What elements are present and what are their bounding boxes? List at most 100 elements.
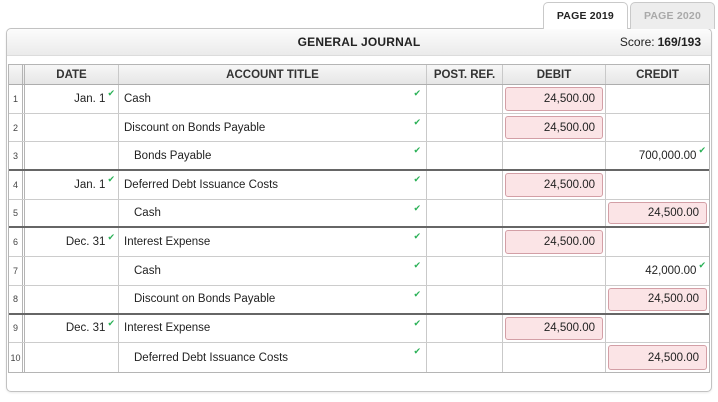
row-number: 10 — [9, 343, 25, 372]
col-header-date: DATE — [25, 65, 119, 84]
check-icon: ✔ — [413, 346, 421, 357]
table-row: 6 Dec. 31 ✔ Interest Expense ✔ 24,500.00 — [9, 228, 709, 258]
col-header-credit: CREDIT — [636, 68, 679, 81]
debit-cell[interactable]: 24,500.00 — [503, 85, 606, 113]
col-header-debit: DEBIT — [503, 65, 606, 84]
credit-cell[interactable]: 24,500.00 — [606, 286, 709, 313]
check-icon: ✔ — [413, 174, 421, 185]
amount-value[interactable]: 24,500.00 — [608, 287, 707, 311]
account-title-cell[interactable]: Cash ✔ — [119, 257, 427, 285]
amount-value[interactable]: 24,500.00 — [505, 87, 603, 111]
credit-cell[interactable]: 42,000.00 ✔ — [606, 257, 709, 285]
date-cell[interactable]: Jan. 1 ✔ — [25, 85, 119, 113]
debit-cell[interactable] — [503, 199, 606, 227]
credit-cell[interactable]: 24,500.00 — [606, 343, 709, 372]
credit-cell[interactable] — [606, 315, 709, 343]
amount-value[interactable]: 24,500.00 — [505, 173, 603, 197]
table-row: 8 Discount on Bonds Payable ✔ 24,500.00 — [9, 285, 709, 315]
page-title: GENERAL JOURNAL — [297, 35, 421, 49]
debit-cell[interactable]: 24,500.00 — [503, 171, 606, 199]
post-ref-cell[interactable] — [427, 171, 503, 199]
row-number-header — [9, 65, 25, 84]
post-ref-cell[interactable] — [427, 113, 503, 142]
row-number: 4 — [9, 171, 25, 199]
check-icon: ✔ — [413, 145, 421, 156]
post-ref-cell[interactable] — [427, 285, 503, 313]
debit-cell[interactable] — [503, 285, 606, 313]
debit-cell[interactable]: 24,500.00 — [503, 314, 606, 343]
account-title-cell[interactable]: Cash ✔ — [119, 85, 427, 113]
debit-cell[interactable] — [503, 257, 606, 285]
date-cell[interactable]: Jan. 1 ✔ — [25, 171, 119, 199]
date-cell[interactable] — [25, 343, 119, 372]
account-title-cell[interactable]: Deferred Debt Issuance Costs ✔ — [119, 171, 427, 199]
row-number: 9 — [9, 314, 25, 343]
account-title-cell[interactable]: Cash ✔ — [119, 199, 427, 227]
date-cell[interactable] — [25, 199, 119, 227]
amount-value[interactable]: 24,500.00 — [505, 115, 603, 140]
credit-cell[interactable]: 24,500.00 — [606, 200, 709, 227]
debit-cell[interactable]: 24,500.00 — [503, 113, 606, 142]
credit-cell[interactable] — [606, 228, 709, 256]
amount-value[interactable]: 42,000.00 ✔ — [645, 260, 706, 277]
table-row: 4 Jan. 1 ✔ Deferred Debt Issuance Costs ✔ … — [9, 171, 709, 200]
row-number: 5 — [9, 199, 25, 227]
date-cell[interactable] — [25, 113, 119, 142]
table-row: 1 Jan. 1 ✔ Cash ✔ 24,500.00 — [9, 85, 709, 114]
credit-cell[interactable] — [606, 114, 709, 142]
table-row: 5 Cash ✔ 24,500.00 — [9, 199, 709, 229]
account-title-cell[interactable]: Interest Expense ✔ — [119, 228, 427, 257]
check-icon: ✔ — [413, 202, 421, 213]
table-row: 9 Dec. 31 ✔ Interest Expense ✔ 24,500.00 — [9, 314, 709, 344]
date-cell[interactable] — [25, 285, 119, 313]
date-cell[interactable]: Dec. 31 ✔ — [25, 228, 119, 257]
date-cell[interactable] — [25, 257, 119, 285]
row-number: 3 — [9, 142, 25, 170]
table-row: 10 Deferred Debt Issuance Costs ✔ 24,500.… — [9, 343, 709, 372]
post-ref-cell[interactable] — [427, 142, 503, 170]
tab-page-2019[interactable]: PAGE 2019 — [542, 2, 628, 29]
account-title-cell[interactable]: Interest Expense ✔ — [119, 314, 427, 343]
amount-value[interactable]: 24,500.00 — [505, 230, 603, 255]
account-title-cell[interactable]: Discount on Bonds Payable ✔ — [119, 285, 427, 313]
journal-header: GENERAL JOURNAL Score: 169/193 — [7, 29, 711, 56]
check-icon: ✔ — [413, 260, 421, 271]
journal-table: DATE ACCOUNT TITLE POST. REF. DEBIT CRED… — [8, 64, 710, 373]
table-header-row: DATE ACCOUNT TITLE POST. REF. DEBIT CRED… — [9, 65, 709, 85]
post-ref-cell[interactable] — [427, 228, 503, 257]
col-header-account-title: ACCOUNT TITLE — [119, 65, 427, 84]
row-number: 7 — [9, 257, 25, 285]
credit-cell[interactable] — [606, 85, 709, 113]
account-title-cell[interactable]: Deferred Debt Issuance Costs ✔ — [119, 343, 427, 372]
account-title-cell[interactable]: Bonds Payable ✔ — [119, 142, 427, 170]
debit-cell[interactable]: 24,500.00 — [503, 228, 606, 257]
amount-value[interactable]: 24,500.00 — [608, 201, 707, 225]
row-number: 2 — [9, 113, 25, 142]
amount-value[interactable]: 24,500.00 — [505, 316, 603, 341]
amount-value[interactable]: 700,000.00 ✔ — [638, 145, 706, 162]
post-ref-cell[interactable] — [427, 85, 503, 113]
debit-cell[interactable] — [503, 343, 606, 372]
post-ref-cell[interactable] — [427, 343, 503, 372]
table-row: 7 Cash ✔ 42,000.00 ✔ — [9, 257, 709, 286]
date-cell[interactable] — [25, 142, 119, 170]
check-icon: ✔ — [413, 231, 421, 242]
check-icon: ✔ — [413, 88, 421, 98]
check-icon: ✔ — [413, 317, 421, 328]
post-ref-cell[interactable] — [427, 199, 503, 227]
col-header-post-ref: POST. REF. — [427, 65, 503, 84]
tab-page-2020[interactable]: PAGE 2020 — [629, 2, 715, 29]
table-row: 3 Bonds Payable ✔ 700,000.00 ✔ — [9, 142, 709, 172]
debit-cell[interactable] — [503, 142, 606, 170]
credit-cell[interactable] — [606, 171, 709, 199]
account-title-cell[interactable]: Discount on Bonds Payable ✔ — [119, 113, 427, 142]
score-label: Score: — [619, 35, 655, 49]
check-icon: ✔ — [413, 116, 421, 127]
amount-value[interactable]: 24,500.00 — [608, 345, 707, 370]
post-ref-cell[interactable] — [427, 257, 503, 285]
row-number: 1 — [9, 85, 25, 113]
credit-cell[interactable]: 700,000.00 ✔ — [606, 142, 709, 169]
check-icon: ✔ — [413, 288, 421, 299]
post-ref-cell[interactable] — [427, 314, 503, 343]
date-cell[interactable]: Dec. 31 ✔ — [25, 314, 119, 343]
